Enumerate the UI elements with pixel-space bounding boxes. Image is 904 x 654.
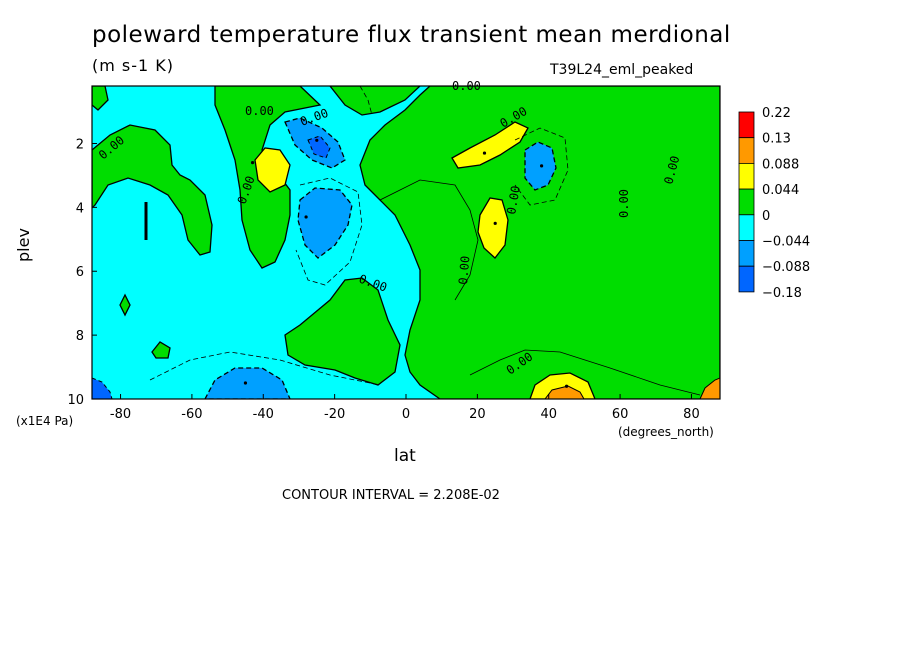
positive-max-nh-upper (451, 121, 529, 169)
negative-core-sh-upper (307, 135, 331, 159)
positive-region-top-mid (329, 86, 421, 116)
positive-max-nh-surface-core (544, 385, 585, 399)
legend-swatch (738, 240, 755, 267)
extremum-marker (482, 151, 487, 155)
legend-label: 0.13 (762, 132, 791, 147)
x-tick-label: 0 (402, 407, 410, 422)
y-tick-label: 2 (76, 137, 84, 152)
positive-max-nh-mid (477, 197, 509, 259)
contour-field (92, 86, 720, 399)
legend-label: 0 (762, 209, 770, 224)
x-tick-label: -80 (110, 407, 131, 422)
legend-label: 0.22 (762, 106, 791, 121)
y-tick-label: 8 (76, 329, 84, 344)
legend-label: −0.18 (762, 286, 802, 301)
x-axis-unit: (degrees_north) (618, 425, 714, 439)
extremum-marker (250, 161, 255, 165)
run-label: T39L24_eml_peaked (550, 62, 694, 78)
positive-max-np (699, 377, 720, 399)
contour-label: 0.00 (245, 104, 274, 118)
positive-region-small-3 (92, 86, 109, 111)
positive-region-small-1 (151, 341, 171, 359)
contour-label: 0.00 (456, 255, 472, 285)
extremum-marker (493, 221, 497, 225)
color-legend: 0.22 0.13 0.088 0.044 0 −0.044 −0.088 −0.18 (738, 106, 810, 301)
y-tick-label: 6 (76, 265, 84, 280)
extremum-marker (304, 215, 308, 219)
positive-region-sh-west (92, 124, 213, 256)
positive-region-nh (359, 86, 720, 399)
negative-isoline-1 (295, 177, 363, 286)
x-tick-label: -60 (181, 407, 202, 422)
negative-min-sh-mid (297, 187, 353, 259)
legend-swatch (738, 188, 755, 216)
x-tick-label: -40 (253, 407, 274, 422)
contour-interval: CONTOUR INTERVAL = 2.208E-02 (282, 488, 500, 503)
positive-region-sh-low (284, 277, 401, 386)
x-tick-label: -20 (324, 407, 345, 422)
legend-swatch (738, 214, 755, 241)
extremum-marker (564, 384, 569, 388)
legend-swatch (738, 162, 755, 190)
y-axis-ticks: 2 4 6 8 10 (67, 137, 97, 408)
legend-swatch (738, 137, 755, 164)
legend-label: −0.044 (762, 235, 810, 250)
positive-isoline-2 (469, 349, 701, 396)
chart-units: (m s-1 K) (92, 56, 175, 75)
extremum-marker (539, 164, 544, 168)
negative-min-sp-surface (92, 377, 113, 399)
extremum-marker (315, 138, 319, 142)
y-axis-unit: (x1E4 Pa) (16, 414, 74, 428)
legend-label: −0.088 (762, 260, 810, 275)
legend-swatch (738, 265, 755, 293)
contour-label: 0.00 (452, 79, 481, 93)
legend-label: 0.088 (762, 157, 799, 172)
x-tick-label: 20 (469, 407, 486, 422)
negative-isoline-4 (359, 86, 373, 116)
x-tick-label: 40 (540, 407, 557, 422)
legend-swatch (738, 111, 755, 139)
y-tick-label: 10 (67, 393, 84, 408)
x-tick-label: 80 (683, 407, 700, 422)
positive-isoline-1 (379, 179, 479, 301)
contour-label: 0.00 (504, 185, 523, 216)
negative-isoline-2 (149, 351, 381, 386)
contour-label: 0.00 (617, 189, 631, 218)
chart-title: poleward temperature flux transient mean… (92, 22, 731, 48)
negative-isoline-3 (514, 127, 569, 206)
x-axis-label: lat (394, 446, 416, 466)
positive-max-sh (254, 147, 291, 193)
negative-min-sh-surface (204, 367, 291, 399)
x-axis-ticks: -80 -60 -40 -20 0 20 40 60 80 (110, 394, 700, 422)
extremum-marker (243, 381, 248, 385)
legend-label: 0.044 (762, 183, 799, 198)
x-tick-label: 60 (612, 407, 629, 422)
y-tick-label: 4 (76, 201, 84, 216)
positive-region-small-2 (119, 293, 131, 317)
